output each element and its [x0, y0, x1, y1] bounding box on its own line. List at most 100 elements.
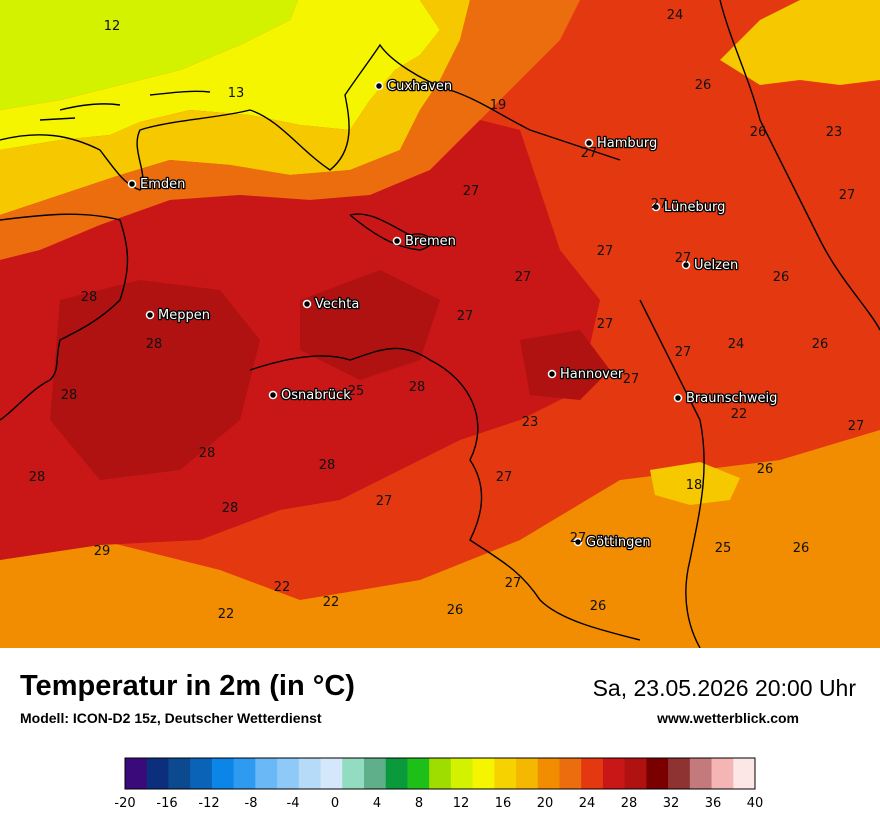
model-info: Modell: ICON-D2 15z, Deutscher Wetterdie… [20, 710, 322, 726]
temperature-value: 25 [715, 541, 732, 556]
website-link[interactable]: www.wetterblick.com [657, 710, 799, 726]
city-label: Cuxhaven [387, 79, 452, 94]
legend-swatch [385, 758, 408, 789]
band-30-patch [300, 270, 440, 380]
legend-swatch [581, 758, 604, 789]
temperature-value: 27 [457, 309, 474, 324]
temperature-value: 27 [675, 251, 692, 266]
sea-yellow-area [0, 0, 440, 150]
temperature-value: 13 [228, 86, 245, 101]
legend-swatch [298, 758, 322, 789]
legend-tick-label: -8 [245, 796, 258, 811]
city-marker: Braunschweig [673, 390, 779, 407]
temperature-value: 26 [750, 125, 767, 140]
temperature-value: 18 [686, 478, 703, 493]
legend-swatch [125, 758, 148, 789]
city-dot [573, 537, 583, 547]
band-20-spot [650, 462, 740, 505]
temperature-value: 24 [728, 337, 745, 352]
legend-swatch [668, 758, 691, 789]
legend-swatch [689, 758, 713, 789]
city-label: Göttingen [586, 535, 651, 550]
temperature-value: 27 [581, 146, 598, 161]
city-marker: Osnabrück [268, 387, 352, 404]
temperature-value: 26 [695, 78, 712, 93]
band-22-area [0, 0, 580, 260]
legend-swatch [407, 758, 430, 789]
legend-swatch [342, 758, 365, 789]
city-label: Uelzen [694, 258, 738, 273]
legend-outline [124, 757, 756, 790]
legend-tick-label: -12 [198, 796, 219, 811]
city-dot [374, 81, 384, 91]
temperature-value: 26 [812, 337, 829, 352]
temperature-value: 27 [376, 494, 393, 509]
temperature-value: 23 [522, 415, 539, 430]
temperature-value: 27 [839, 188, 856, 203]
legend-tick-label: 4 [373, 796, 381, 811]
city-label: Vechta [315, 297, 359, 312]
legend-swatch [494, 758, 517, 789]
legend-swatch [646, 758, 669, 789]
city-dot [302, 299, 312, 309]
legend-swatch [602, 758, 626, 789]
band-20-area [0, 0, 470, 215]
temperature-value: 26 [447, 603, 464, 618]
legend-tick-label: -16 [156, 796, 177, 811]
temperature-value: 26 [590, 599, 607, 614]
legend-swatch [146, 758, 169, 789]
legend-tick-label: 8 [415, 796, 423, 811]
temperature-value: 28 [81, 290, 98, 305]
city-dot [651, 202, 661, 212]
legend-swatch [711, 758, 734, 789]
city-layer: Cuxhaven Emden Hamburg Lüneburg Bremen Uelzen… [127, 78, 779, 551]
value-layer: 12 13 24 26 26 23 19 27 27 27 27 27 27 26 28 28 27 27 24 26… [29, 8, 865, 622]
sea-yellow-ne [720, 0, 880, 85]
temperature-value: 28 [146, 337, 163, 352]
temperature-value: 27 [675, 345, 692, 360]
temperature-value: 27 [496, 470, 513, 485]
legend-tick-label: 36 [705, 796, 722, 811]
legend-swatch [168, 758, 191, 789]
city-dot [127, 179, 137, 189]
temperature-value: 28 [29, 470, 46, 485]
temperature-value: 25 [348, 384, 365, 399]
city-dot [268, 390, 278, 400]
legend-swatch [363, 758, 387, 789]
temperature-value: 28 [319, 458, 336, 473]
city-marker: Hamburg [584, 135, 659, 152]
city-dot [145, 310, 155, 320]
city-dot [584, 138, 594, 148]
temperature-value: 19 [490, 98, 507, 113]
legend-tick-label: -4 [287, 796, 300, 811]
band-30-patch [520, 330, 610, 400]
city-marker: Uelzen [681, 257, 739, 274]
legend-tick-label: 28 [621, 796, 638, 811]
city-marker: Göttingen [573, 534, 652, 551]
legend-swatch [559, 758, 582, 789]
city-marker: Emden [127, 176, 187, 193]
city-label: Meppen [158, 308, 210, 323]
temperature-value: 27 [463, 184, 480, 199]
city-label: Bremen [405, 234, 456, 249]
temperature-value: 27 [570, 531, 587, 546]
legend-tick-label: 40 [747, 796, 764, 811]
legend-swatch [233, 758, 256, 789]
city-label: Lüneburg [664, 200, 725, 215]
temperature-value: 27 [597, 317, 614, 332]
legend-tick-label: 24 [579, 796, 596, 811]
sea-cool-area [0, 0, 298, 110]
legend-swatch [472, 758, 495, 789]
legend-tick-label: 32 [663, 796, 680, 811]
legend-tick-label: 12 [453, 796, 470, 811]
temperature-value: 27 [597, 244, 614, 259]
band-30-patch [50, 280, 260, 480]
city-label: Hamburg [597, 136, 657, 151]
temperature-value: 26 [773, 270, 790, 285]
legend-swatch [537, 758, 560, 789]
city-label: Osnabrück [281, 388, 351, 403]
legend-tick-label: 0 [331, 796, 339, 811]
temperature-value: 23 [826, 125, 843, 140]
temperature-value: 27 [848, 419, 865, 434]
temperature-value: 24 [667, 8, 684, 23]
